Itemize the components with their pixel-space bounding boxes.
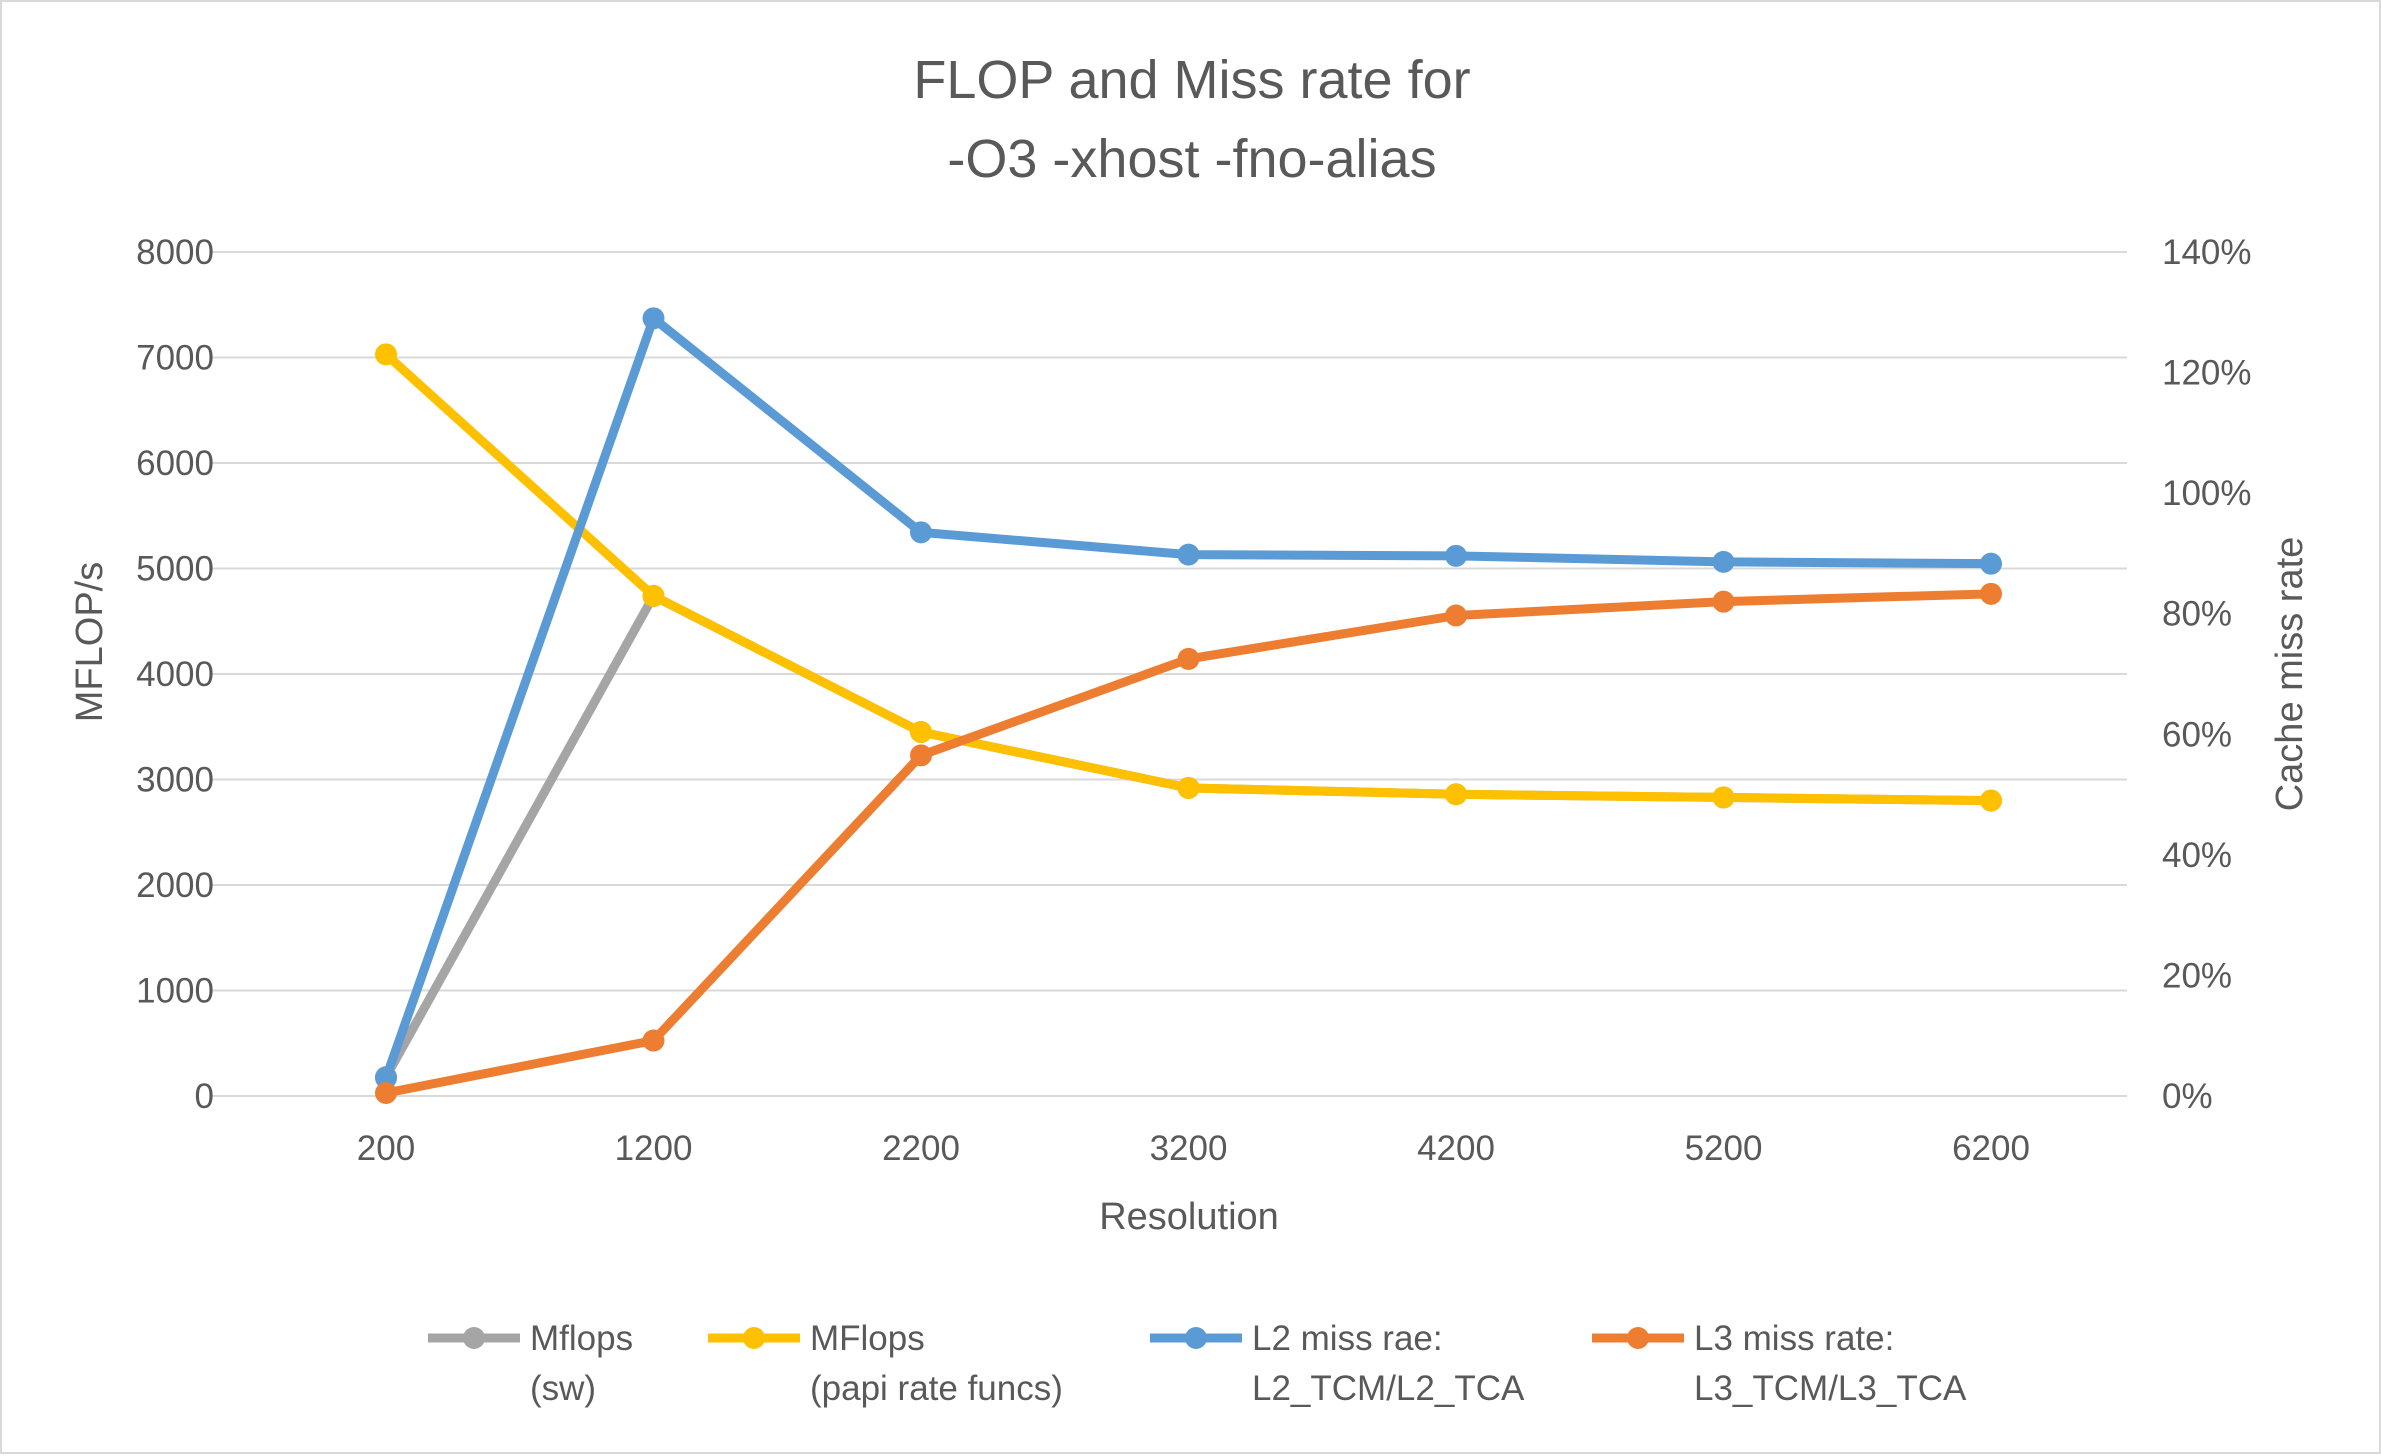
chart-title-line-2: -O3 -xhost -fno-alias (947, 129, 1436, 189)
y-axis-left-ticks: 0 1000 2000 3000 4000 5000 6000 7000 8000 (136, 233, 214, 1116)
data-point (1445, 544, 1467, 567)
x-tick-label: 1200 (615, 1129, 693, 1168)
data-point (642, 584, 665, 607)
data-point (642, 307, 665, 330)
data-point (910, 721, 932, 744)
legend-label-line: (papi rate funcs) (810, 1369, 1063, 1408)
data-point (375, 1066, 397, 1089)
data-point (1980, 582, 2002, 605)
x-tick-label: 3200 (1150, 1129, 1228, 1168)
y2-tick-label: 100% (2162, 474, 2252, 513)
data-point (910, 744, 932, 767)
legend-swatch-marker (1627, 1327, 1649, 1349)
chart-title: FLOP and Miss rate for -O3 -xhost -fno-al… (913, 50, 1470, 189)
y2-tick-label: 60% (2162, 715, 2232, 754)
series-3 (375, 307, 2002, 1089)
y-tick-label: 0 (195, 1077, 214, 1116)
y-tick-label: 7000 (136, 339, 214, 378)
legend-swatch-marker (1185, 1327, 1207, 1349)
data-point (910, 521, 932, 544)
series-4 (375, 582, 2002, 1104)
data-point (642, 1029, 665, 1052)
y-tick-label: 6000 (136, 444, 214, 483)
data-point (1712, 590, 1735, 613)
series-lines (375, 307, 2002, 1104)
legend-label-line: Mflops (530, 1319, 633, 1358)
y2-tick-label: 120% (2162, 354, 2252, 393)
data-point (375, 1081, 397, 1104)
y2-tick-label: 140% (2162, 233, 2252, 272)
legend-label-line: (sw) (530, 1369, 596, 1408)
legend-item-1: Mflops (sw) (428, 1319, 633, 1408)
data-point (1712, 786, 1735, 809)
data-point (1177, 543, 1200, 566)
y-axis-right-title: Cache miss rate (2269, 537, 2311, 812)
data-point (375, 343, 397, 366)
series-line (381, 349, 1996, 806)
x-tick-label: 200 (357, 1129, 415, 1168)
legend-swatch-marker (743, 1327, 765, 1349)
data-point (1712, 550, 1735, 573)
y2-tick-label: 20% (2162, 956, 2232, 995)
data-point (1980, 789, 2002, 812)
legend-label-line: L3 miss rate: (1694, 1319, 1894, 1358)
x-axis-ticks: 200 1200 2200 3200 4200 5200 6200 (357, 1129, 2030, 1168)
y-axis-left-title: MFLOP/s (69, 562, 111, 722)
x-tick-label: 6200 (1952, 1129, 2030, 1168)
legend-label-line: L2_TCM/L2_TCA (1252, 1369, 1525, 1408)
legend-swatch-marker (463, 1327, 485, 1349)
series-line (381, 313, 1996, 1083)
x-tick-label: 5200 (1685, 1129, 1763, 1168)
y2-tick-label: 80% (2162, 595, 2232, 634)
y-tick-label: 1000 (136, 972, 214, 1011)
data-point (1445, 604, 1467, 627)
y-tick-label: 8000 (136, 233, 214, 272)
data-point (1980, 552, 2002, 575)
y-tick-label: 4000 (136, 655, 214, 694)
y-axis-right-ticks: 0% 20% 40% 60% 80% 100% 120% 140% (2162, 233, 2252, 1116)
legend-label-line: MFlops (810, 1319, 925, 1358)
legend-item-4: L3 miss rate: L3_TCM/L3_TCA (1592, 1319, 1967, 1408)
data-point (1177, 647, 1200, 670)
legend-item-3: L2 miss rae: L2_TCM/L2_TCA (1150, 1319, 1525, 1408)
series-2 (375, 343, 2002, 812)
x-tick-label: 2200 (882, 1129, 960, 1168)
legend-label-line: L2 miss rae: (1252, 1319, 1443, 1358)
x-tick-label: 4200 (1417, 1129, 1495, 1168)
y-tick-label: 5000 (136, 550, 214, 589)
y2-tick-label: 0% (2162, 1077, 2213, 1116)
legend-item-2: MFlops (papi rate funcs) (708, 1319, 1063, 1408)
chart-title-line-1: FLOP and Miss rate for (913, 50, 1470, 110)
legend: Mflops (sw) MFlops (papi rate funcs) L2 miss… (428, 1319, 1967, 1408)
y-tick-label: 3000 (136, 761, 214, 800)
data-point (1177, 776, 1200, 799)
y-tick-label: 2000 (136, 866, 214, 905)
data-point (1445, 783, 1467, 806)
gridlines (212, 251, 2127, 1097)
x-axis-title: Resolution (1099, 1196, 1279, 1238)
y2-tick-label: 40% (2162, 836, 2232, 875)
legend-label-line: L3_TCM/L3_TCA (1694, 1369, 1967, 1408)
